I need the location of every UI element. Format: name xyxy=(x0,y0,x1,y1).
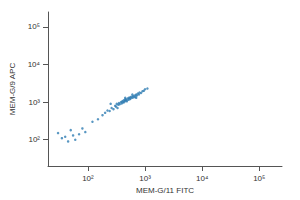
svg-text:10⁴: 10⁴ xyxy=(28,60,41,69)
svg-text:10⁴: 10⁴ xyxy=(196,174,209,183)
svg-text:10²: 10² xyxy=(28,135,40,144)
svg-text:MEM-G/9 APC: MEM-G/9 APC xyxy=(8,63,17,116)
svg-text:10⁵: 10⁵ xyxy=(253,174,265,183)
svg-text:10³: 10³ xyxy=(139,174,151,183)
svg-text:10²: 10² xyxy=(82,174,94,183)
svg-text:MEM-G/11 FITC: MEM-G/11 FITC xyxy=(136,186,194,195)
svg-text:10⁵: 10⁵ xyxy=(28,22,40,31)
svg-text:10³: 10³ xyxy=(28,98,40,107)
